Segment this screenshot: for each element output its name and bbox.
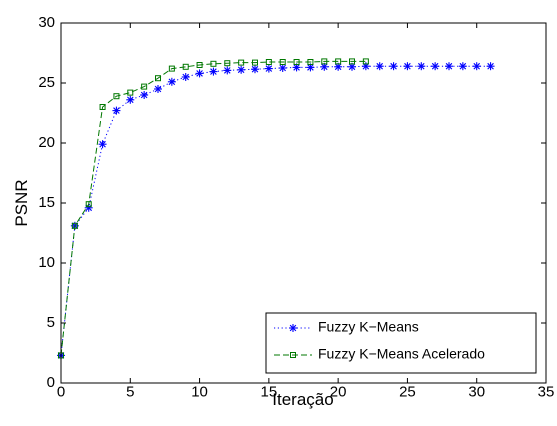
x-tick-label: 0	[57, 383, 65, 400]
series-0-point-24	[389, 62, 398, 71]
y-tick-label: 0	[47, 374, 55, 391]
series-1-point-12	[224, 60, 231, 67]
series-1-point-6	[141, 83, 148, 90]
series-1-point-8	[168, 65, 175, 72]
series-0-point-28	[445, 62, 453, 71]
series-1-point-11	[210, 60, 217, 67]
series-0-point-10	[195, 69, 204, 78]
series-0-point-9	[181, 73, 190, 81]
series-1-point-9	[182, 63, 189, 70]
series-0-point-25	[403, 62, 412, 71]
legend-box	[265, 312, 537, 374]
y-tick-label: 30	[38, 14, 55, 31]
series-1-point-19	[321, 58, 328, 65]
series-0-point-29	[458, 62, 467, 71]
series-0-point-11	[209, 67, 218, 76]
series-1-point-1	[71, 222, 78, 229]
series-1-point-15	[265, 59, 272, 65]
series-1-point-22	[362, 58, 369, 65]
x-axis-title: Iteração	[272, 390, 333, 409]
series-0-point-8	[167, 77, 176, 86]
series-0-point-27	[431, 62, 440, 71]
series-0-point-16	[278, 64, 287, 72]
y-tick-label: 10	[38, 254, 55, 271]
series-1-point-10	[196, 62, 203, 68]
x-tick-label: 10	[191, 383, 208, 400]
axes-layer: 0 5 10 15 20 25 30 35 0 5 10 15 20 25 30	[38, 14, 554, 400]
series-0-point-31	[486, 62, 495, 71]
legend-label-1: Fuzzy K−Means Acelerado	[318, 346, 485, 362]
series-1-point-16	[279, 59, 286, 65]
series-1-point-3	[99, 104, 106, 110]
series-line-1	[60, 60, 366, 356]
series-1-point-14	[252, 59, 258, 66]
y-tick-label: 25	[38, 74, 55, 91]
legend-marker-0	[289, 324, 297, 332]
series-0-point-4	[112, 106, 121, 115]
y-tick-label: 5	[47, 314, 55, 331]
series-0-point-30	[472, 62, 481, 71]
y-tick-label: 20	[38, 134, 55, 151]
x-tick-label: 15	[261, 383, 278, 400]
series-0-point-5	[126, 95, 135, 104]
series-0-point-23	[375, 62, 384, 71]
series-0-point-15	[264, 64, 273, 73]
y-tick-label: 15	[38, 194, 55, 211]
series-0-point-12	[223, 66, 232, 75]
series-0-point-13	[237, 65, 246, 74]
series-0-point-26	[417, 62, 426, 71]
legend-marker-1	[290, 352, 296, 358]
series-0-point-6	[140, 91, 149, 99]
series-1-point-2	[85, 201, 92, 208]
series-1-point-7	[155, 75, 161, 82]
series-layer	[57, 58, 495, 360]
series-1-point-13	[238, 59, 245, 66]
legend: Fuzzy K−Means Fuzzy K−Means Acelerado	[265, 312, 537, 374]
x-tick-label: 30	[468, 383, 485, 400]
legend-label-0: Fuzzy K−Means	[318, 319, 419, 335]
series-0-point-2	[84, 203, 93, 212]
series-1-point-18	[307, 59, 314, 65]
series-1-point-5	[127, 89, 134, 96]
x-tick-label: 35	[538, 383, 555, 400]
series-line-0	[60, 65, 491, 356]
x-tick-label: 20	[330, 383, 347, 400]
series-1-point-21	[349, 58, 355, 65]
series-0-point-3	[98, 140, 107, 149]
series-1-point-4	[113, 93, 120, 100]
x-tick-label: 25	[399, 383, 416, 400]
series-0-point-14	[251, 65, 259, 74]
y-axis-title: PSNR	[12, 179, 31, 226]
x-tick-label: 5	[126, 383, 134, 400]
series-1-point-17	[293, 59, 300, 65]
series-0-point-7	[154, 85, 162, 93]
series-1-point-20	[335, 58, 342, 65]
